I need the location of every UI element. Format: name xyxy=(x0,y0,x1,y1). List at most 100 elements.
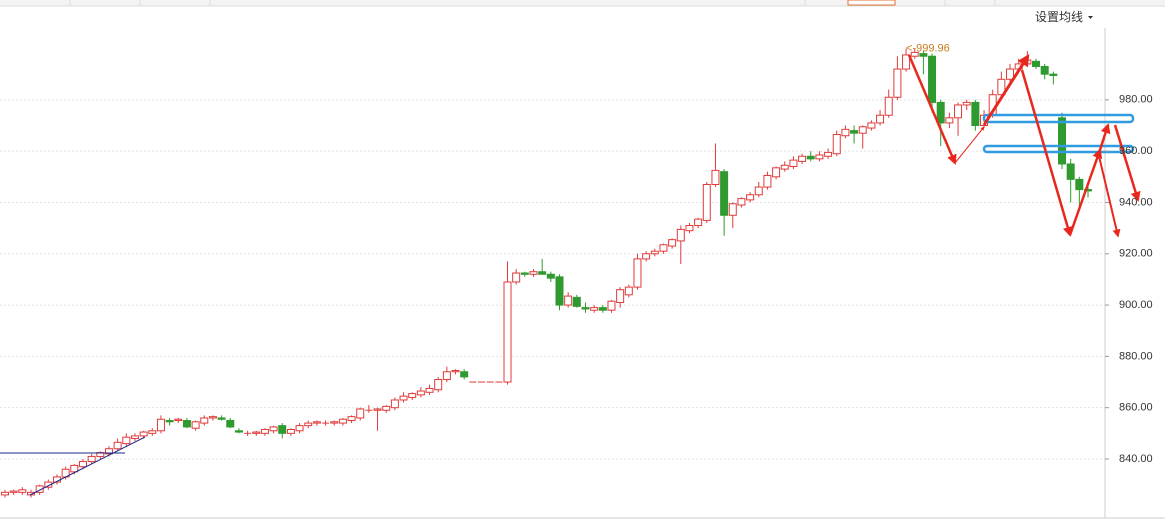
candle-body xyxy=(624,286,633,296)
candle-body xyxy=(676,228,685,242)
candle-body xyxy=(564,295,573,306)
zone-box xyxy=(982,113,1135,124)
y-tick-label: 900.00 xyxy=(1119,299,1153,311)
candle-body xyxy=(919,53,928,57)
candle-body xyxy=(416,390,425,396)
plot xyxy=(0,48,1105,498)
candle-body xyxy=(182,420,191,428)
candle-body xyxy=(798,155,807,162)
candle-body xyxy=(598,307,607,311)
candle-body xyxy=(529,271,538,275)
candle-body xyxy=(260,428,269,434)
y-tick-label: 980.00 xyxy=(1119,94,1153,106)
candle-body xyxy=(139,431,148,437)
candle-body xyxy=(503,281,512,383)
candle-body xyxy=(538,271,547,275)
candle-body xyxy=(581,307,590,310)
candle-body xyxy=(286,428,295,434)
candle-body xyxy=(746,194,755,201)
candle-body xyxy=(997,78,1006,96)
candle-body xyxy=(763,175,772,188)
candle-body xyxy=(1040,65,1049,75)
candle-body xyxy=(780,164,789,170)
candle-body xyxy=(295,425,304,432)
candle-body xyxy=(165,420,174,423)
candle-body xyxy=(962,101,971,106)
candle-body xyxy=(399,395,408,401)
candle-body xyxy=(226,420,235,428)
candle-body xyxy=(607,300,616,311)
candle-body xyxy=(252,431,261,434)
candle-body xyxy=(70,464,79,473)
candle-body xyxy=(512,272,521,283)
trend-line xyxy=(29,436,146,496)
candle-body xyxy=(442,371,451,380)
candle-body xyxy=(9,490,18,493)
candle-body xyxy=(104,448,113,455)
candle-body xyxy=(815,154,824,160)
candle-body xyxy=(884,96,893,116)
candle-body xyxy=(936,101,945,124)
candle-body xyxy=(572,296,581,307)
candle-body xyxy=(841,128,850,137)
candle-body xyxy=(850,130,859,134)
candle-body xyxy=(208,416,217,419)
y-tick-label: 860.00 xyxy=(1119,402,1153,414)
candle-body xyxy=(338,418,347,424)
candle-body xyxy=(616,289,625,304)
candle-body xyxy=(44,481,53,488)
candle-body xyxy=(234,430,243,433)
candle-body xyxy=(304,422,313,427)
candle-body xyxy=(928,55,937,103)
candle-body xyxy=(347,416,356,422)
candle-body xyxy=(460,371,469,378)
candle-body xyxy=(737,198,746,206)
candle-body xyxy=(555,276,564,306)
candle-body xyxy=(408,393,417,398)
candle-body xyxy=(18,489,27,493)
candle-body xyxy=(87,455,96,463)
candle-body xyxy=(954,104,963,119)
candle-body xyxy=(668,239,677,247)
y-tick-label: 940.00 xyxy=(1119,196,1153,208)
candle-body xyxy=(35,485,44,493)
candle-body xyxy=(824,151,833,157)
candle-body xyxy=(520,272,529,275)
active-tab[interactable] xyxy=(847,0,896,6)
tab-strip xyxy=(0,0,1165,6)
candle-body xyxy=(78,461,87,468)
candle-body xyxy=(633,258,642,288)
zone-box xyxy=(982,144,1135,154)
menu-button[interactable]: 设置均线 xyxy=(1035,10,1083,24)
candle-body xyxy=(893,68,902,98)
candle-body xyxy=(330,421,339,424)
candle-body xyxy=(1049,73,1058,76)
candle-body xyxy=(910,51,919,57)
candle-body xyxy=(876,114,885,124)
candle-body xyxy=(1058,117,1067,165)
arrows xyxy=(907,53,1141,238)
y-tick-label: 960.00 xyxy=(1119,145,1153,157)
candle-body xyxy=(269,426,278,432)
candle-body xyxy=(278,425,287,434)
candle-body xyxy=(425,387,434,393)
y-tick-label: 920.00 xyxy=(1119,248,1153,260)
candle-body xyxy=(789,159,798,168)
candle-body xyxy=(685,225,694,232)
candle-body xyxy=(156,418,165,432)
candle-body xyxy=(373,408,382,411)
candle-body xyxy=(867,122,876,129)
candle-body xyxy=(1006,68,1015,80)
candle-body xyxy=(434,378,443,391)
candle-body xyxy=(902,54,911,70)
candle-body xyxy=(1066,163,1075,180)
candle-body xyxy=(711,169,720,185)
y-tick-label: 840.00 xyxy=(1119,453,1153,465)
y-tick-label: 880.00 xyxy=(1119,350,1153,362)
candle-body xyxy=(754,186,763,196)
candle-body xyxy=(1075,178,1084,191)
candle-body xyxy=(382,405,391,411)
candle-body xyxy=(694,218,703,227)
candle-body xyxy=(650,250,659,255)
candle-body xyxy=(832,133,841,155)
